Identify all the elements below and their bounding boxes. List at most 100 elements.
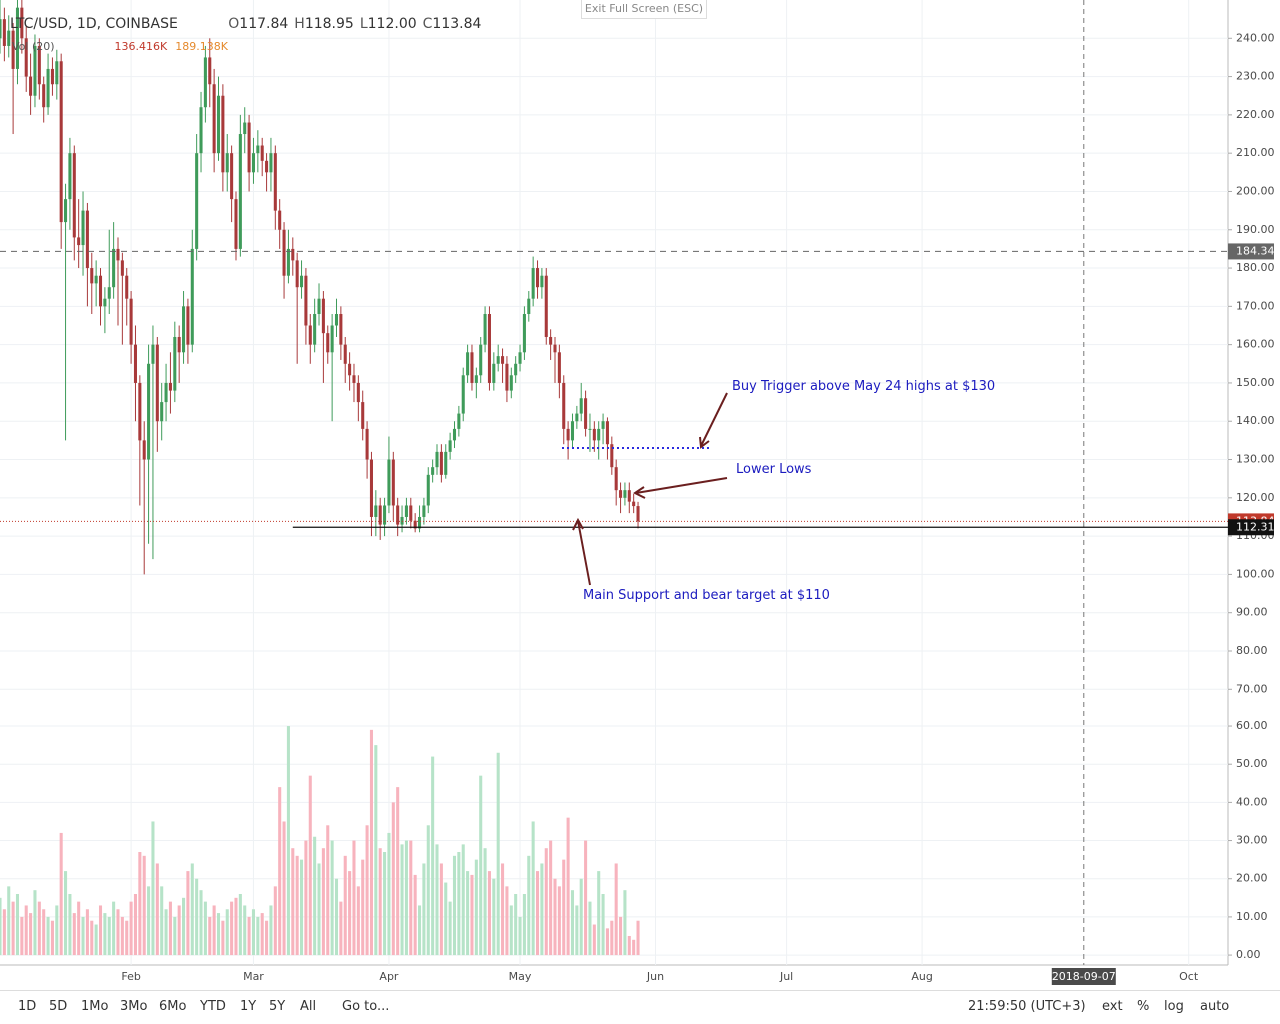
volume-bar xyxy=(286,726,290,956)
annotation: Lower Lows xyxy=(736,462,812,477)
volume-bar xyxy=(334,878,339,956)
volume-bar xyxy=(308,775,312,956)
candle-body xyxy=(186,306,190,345)
candle-body xyxy=(474,375,478,383)
candle-body xyxy=(566,428,570,441)
volume-bar xyxy=(116,909,120,956)
candle-body xyxy=(173,336,177,391)
volume-bar xyxy=(59,832,63,956)
volume-bar xyxy=(46,916,50,956)
volume-bar xyxy=(374,745,378,956)
candle-body xyxy=(265,160,269,173)
volume-bar xyxy=(234,897,238,956)
candle-body xyxy=(448,440,452,452)
candle-body xyxy=(282,229,286,276)
range-button[interactable]: 5Y xyxy=(269,999,286,1014)
volume-bar xyxy=(330,840,334,956)
volume-bar xyxy=(426,825,430,956)
range-button[interactable]: 1D xyxy=(18,999,37,1014)
volume-bar xyxy=(623,890,627,956)
symbol[interactable]: LTC/USD, 1D, COINBASE xyxy=(10,16,178,32)
candle-body xyxy=(182,306,186,353)
volume-bar xyxy=(203,901,207,956)
arrow-head xyxy=(572,517,584,531)
volume-bar xyxy=(369,729,373,956)
ohlc-value: 118.95 xyxy=(304,16,354,32)
ohlc-value: 112.00 xyxy=(367,16,417,32)
candle-body xyxy=(470,352,474,383)
price-tag-label: 184.34 xyxy=(1236,244,1275,257)
price-tag xyxy=(1228,519,1274,536)
range-button[interactable]: All xyxy=(300,999,317,1014)
volume-bar xyxy=(304,840,308,956)
volume-bar xyxy=(431,756,435,956)
toolbar: 1D 5D 1Mo 3Mo 6Mo YTD 1Y 5Y All Go to... 21:59:50 … xyxy=(0,990,1280,1024)
candle-body xyxy=(291,248,295,261)
ohlc: O117.84 H118.95 L112.00 C113.84 xyxy=(228,16,487,32)
range-button[interactable]: 5D xyxy=(49,999,68,1014)
volume-bar xyxy=(470,874,474,956)
volume-bar xyxy=(544,848,548,956)
volume-bar xyxy=(632,939,636,956)
candle-body xyxy=(330,325,334,353)
volume-bar xyxy=(326,825,330,956)
volume-bar xyxy=(160,886,164,956)
range-button[interactable]: 3Mo xyxy=(120,999,148,1014)
candle-body xyxy=(72,153,76,238)
volume-bar xyxy=(505,886,509,956)
range-button[interactable]: 6Mo xyxy=(159,999,187,1014)
option-button[interactable]: % xyxy=(1137,999,1150,1014)
candle-body xyxy=(544,275,548,337)
price-tag-label: 112.31 xyxy=(1236,520,1275,533)
volume-bar xyxy=(457,852,461,956)
candle-body xyxy=(540,275,544,288)
candle-body xyxy=(260,145,264,161)
candle-body xyxy=(168,382,172,391)
option-button[interactable]: ext xyxy=(1102,999,1123,1014)
candle-body xyxy=(286,248,290,276)
volume-bar xyxy=(396,787,400,956)
range-button[interactable]: 1Mo xyxy=(81,999,109,1014)
candle-body xyxy=(483,314,487,345)
option-button[interactable]: log xyxy=(1164,999,1184,1014)
exit-fullscreen[interactable]: Exit Full Screen (ESC) xyxy=(581,0,707,19)
x-tick-label: Jun xyxy=(646,970,664,983)
volume-bar xyxy=(352,840,356,956)
goto-button[interactable]: Go to... xyxy=(342,999,390,1014)
volume-bar xyxy=(68,893,72,956)
y-tick-label: 140.00 xyxy=(1236,414,1275,427)
volume-bar xyxy=(199,890,203,956)
candle-body xyxy=(273,153,277,211)
candle-body xyxy=(7,30,11,46)
option-button[interactable]: auto xyxy=(1200,999,1230,1014)
candle-body xyxy=(435,451,439,468)
volume-bar xyxy=(138,852,142,956)
y-tick-label: 80.00 xyxy=(1236,644,1268,657)
candle-body xyxy=(295,260,299,288)
candle-body xyxy=(59,61,63,223)
candle-body xyxy=(313,314,317,345)
candle-body xyxy=(243,122,247,135)
candle-body xyxy=(632,501,636,507)
volume-bar xyxy=(448,901,452,956)
candle-body xyxy=(505,363,509,391)
volume-value: 136.416K xyxy=(114,40,168,53)
volume-bar xyxy=(295,855,299,956)
candle-body xyxy=(614,467,618,491)
volume-bar xyxy=(247,916,251,956)
candle-body xyxy=(221,95,225,173)
candle-body xyxy=(103,298,107,307)
y-tick-label: 210.00 xyxy=(1236,146,1275,159)
volume-bar xyxy=(64,871,68,956)
candle-body xyxy=(452,428,457,441)
volume-bar xyxy=(610,920,614,956)
volume-bar xyxy=(531,821,535,956)
candle-body xyxy=(400,516,404,525)
candle-body xyxy=(68,153,72,200)
range-button[interactable]: 1Y xyxy=(240,999,257,1014)
candle-body xyxy=(461,375,465,414)
volume-bar xyxy=(164,909,168,956)
candle-body xyxy=(418,516,422,529)
range-button[interactable]: YTD xyxy=(200,999,226,1014)
